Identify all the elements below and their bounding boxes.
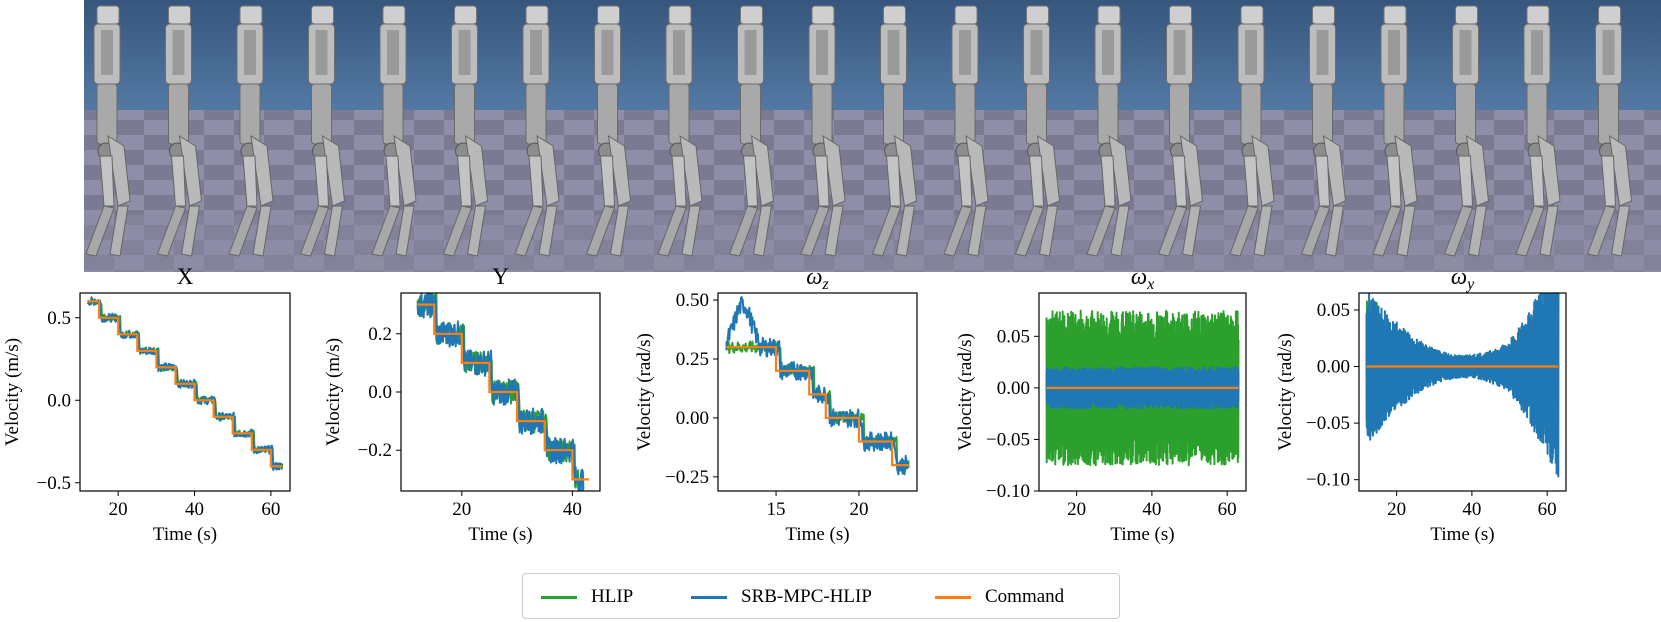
x-tick-label: 40 bbox=[1462, 499, 1481, 520]
y-axis-label: Velocity (rad/s) bbox=[634, 333, 655, 451]
series-line-command bbox=[726, 346, 909, 467]
series-line-srb-mpc-hlip bbox=[1365, 293, 1560, 478]
y-tick-label: 0.25 bbox=[676, 349, 709, 370]
series-line-command bbox=[417, 303, 589, 481]
x-axis-label: Time (s) bbox=[153, 524, 217, 545]
legend-line-srb bbox=[691, 595, 727, 599]
plot-frame bbox=[1038, 292, 1247, 492]
chart-title: ωx bbox=[1131, 264, 1154, 293]
x-tick-label: 60 bbox=[1218, 499, 1237, 520]
legend-label-command: Command bbox=[985, 586, 1065, 607]
plot-frame bbox=[717, 292, 918, 492]
y-axis-label: Velocity (rad/s) bbox=[1275, 333, 1296, 451]
y-axis-label: Velocity (m/s) bbox=[2, 338, 23, 446]
y-axis-label: Velocity (m/s) bbox=[323, 338, 344, 446]
chart-1: 20 40 60 0.5 0.0 −0.5 X Time (s) Velocity (m/s) bbox=[2, 264, 291, 545]
series-line-hlip bbox=[1045, 309, 1240, 467]
y-tick-label: −0.10 bbox=[986, 481, 1030, 502]
y-tick-label: 0.00 bbox=[676, 408, 709, 429]
x-tick-label: 40 bbox=[563, 499, 582, 520]
y-tick-label: 0.00 bbox=[997, 378, 1030, 399]
y-tick-label: −0.25 bbox=[665, 467, 709, 488]
y-tick-label: 0.05 bbox=[997, 326, 1030, 347]
series-line-hlip bbox=[725, 340, 910, 472]
x-axis-label: Time (s) bbox=[1430, 524, 1494, 545]
x-tick-label: 15 bbox=[767, 499, 786, 520]
chart-5: 20 40 60 0.05 0.00 −0.05 −0.10 ωy Time (s) Veloci… bbox=[1275, 264, 1567, 545]
x-tick-label: 20 bbox=[1387, 499, 1406, 520]
x-axis-label: Time (s) bbox=[468, 524, 532, 545]
chart-title: ωy bbox=[1451, 264, 1475, 293]
y-tick-label: 0.5 bbox=[47, 308, 71, 329]
x-tick-label: 40 bbox=[185, 499, 204, 520]
legend-line-command bbox=[935, 595, 971, 599]
plot-frame bbox=[79, 292, 291, 492]
y-tick-label: 0.0 bbox=[47, 390, 71, 411]
chart-title: ωz bbox=[806, 264, 829, 293]
series-line-srb-mpc-hlip bbox=[725, 296, 910, 476]
series-line-srb-mpc-hlip bbox=[1045, 366, 1240, 410]
x-tick-label: 60 bbox=[1538, 499, 1557, 520]
plot-frame bbox=[1358, 292, 1567, 492]
y-tick-label: 0.00 bbox=[1317, 357, 1350, 378]
x-tick-label: 20 bbox=[849, 499, 868, 520]
y-tick-label: −0.05 bbox=[986, 429, 1030, 450]
y-axis-label: Velocity (rad/s) bbox=[955, 333, 976, 451]
chart-title: X bbox=[177, 264, 194, 289]
x-tick-label: 20 bbox=[452, 499, 471, 520]
y-tick-label: 0.2 bbox=[368, 324, 392, 345]
robot-simulation-frames bbox=[84, 0, 1661, 272]
chart-4: 20 40 60 0.05 0.00 −0.05 −0.10 ωx Time (s) Veloci… bbox=[955, 264, 1247, 545]
x-tick-label: 60 bbox=[261, 499, 280, 520]
x-tick-label: 20 bbox=[1067, 499, 1086, 520]
legend-label-srb: SRB-MPC-HLIP bbox=[741, 586, 872, 607]
y-tick-label: 0.05 bbox=[1317, 300, 1350, 321]
series-line-command bbox=[87, 300, 283, 468]
legend-label-hlip: HLIP bbox=[591, 586, 634, 607]
y-tick-label: −0.5 bbox=[37, 473, 71, 494]
y-tick-label: 0.50 bbox=[676, 290, 709, 311]
legend-entry-srb: SRB-MPC-HLIP bbox=[691, 574, 872, 620]
y-tick-label: −0.2 bbox=[358, 440, 392, 461]
x-tick-label: 40 bbox=[1142, 499, 1161, 520]
legend-entry-hlip: HLIP bbox=[541, 574, 633, 620]
chart-title: Y bbox=[492, 264, 509, 289]
chart-2: 20 40 0.2 0.0 −0.2 Y Time (s) Velocity (m/s) bbox=[323, 264, 601, 545]
x-axis-label: Time (s) bbox=[785, 524, 849, 545]
y-tick-label: −0.05 bbox=[1306, 413, 1350, 434]
x-axis-label: Time (s) bbox=[1110, 524, 1174, 545]
legend-line-hlip bbox=[541, 595, 577, 599]
y-tick-label: 0.0 bbox=[368, 382, 392, 403]
legend-entry-command: Command bbox=[935, 574, 1064, 620]
chart-3: 15 20 0.50 0.25 0.00 −0.25 ωz Time (s) Velocity … bbox=[634, 264, 918, 545]
x-tick-label: 20 bbox=[109, 499, 128, 520]
y-tick-label: −0.10 bbox=[1306, 470, 1350, 491]
chart-legend: HLIP SRB-MPC-HLIP Command bbox=[522, 573, 1120, 619]
